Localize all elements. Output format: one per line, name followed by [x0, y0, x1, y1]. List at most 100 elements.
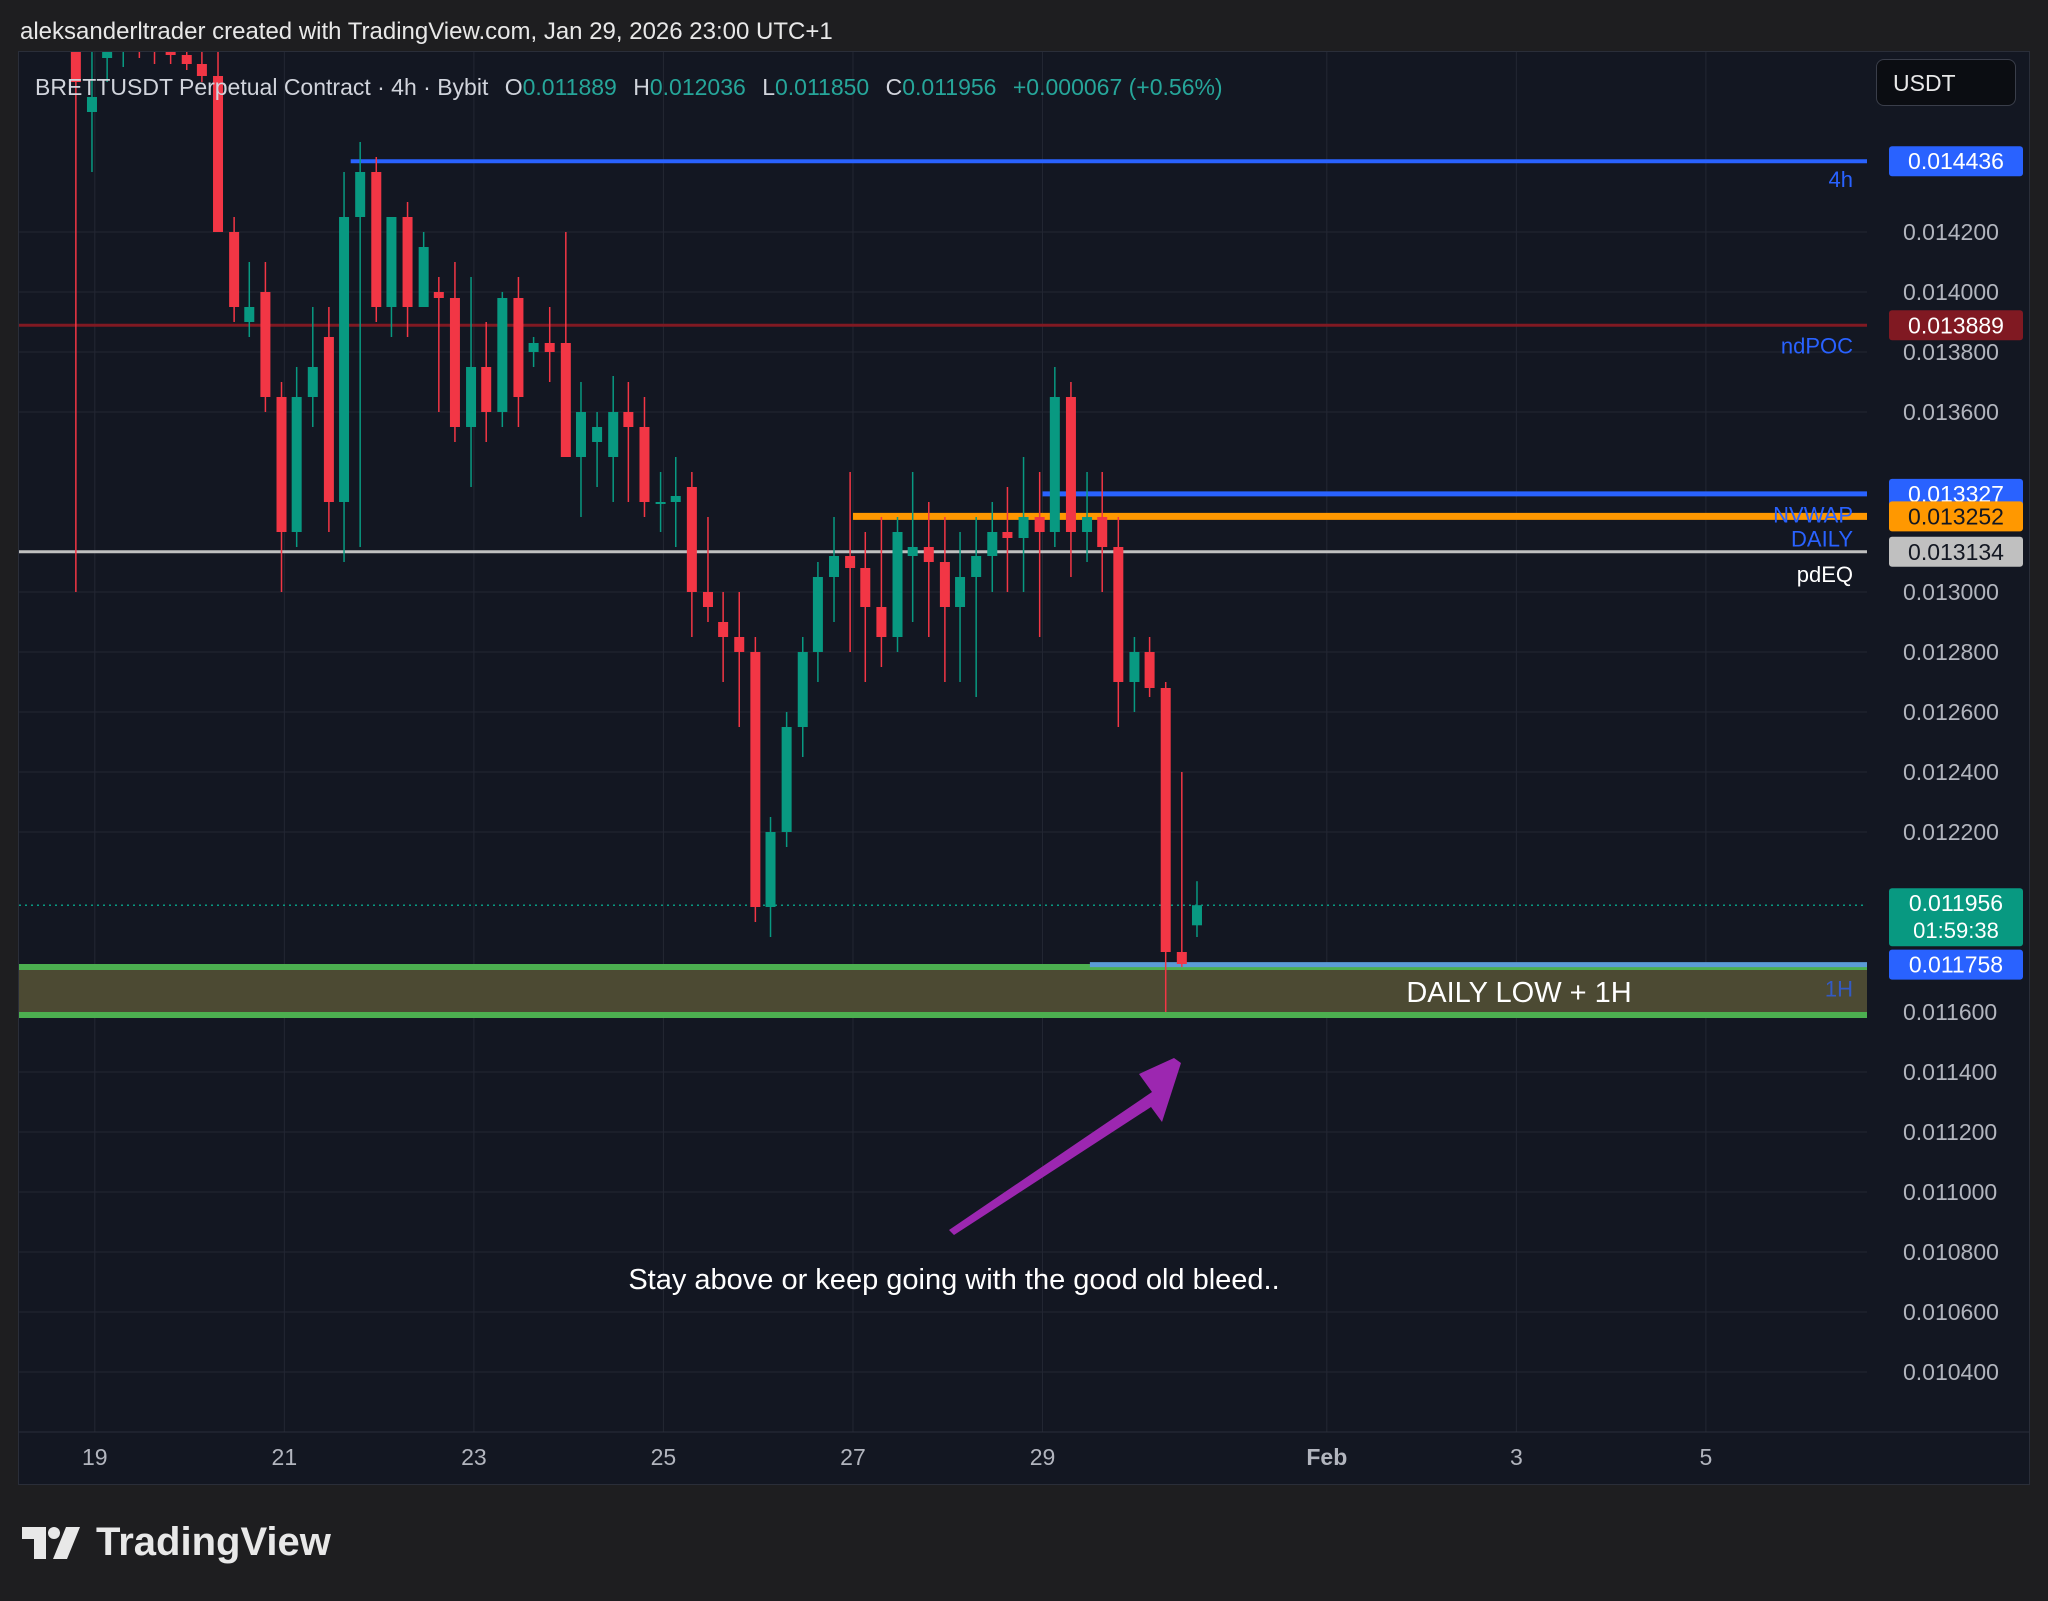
change-value: +0.000067 (+0.56%) — [1012, 74, 1223, 100]
candle-body — [987, 532, 998, 556]
candle-body — [1129, 652, 1140, 682]
candle — [1082, 472, 1093, 562]
candle — [102, 52, 113, 82]
candle — [418, 232, 429, 307]
candle — [165, 52, 176, 64]
candle — [260, 262, 271, 412]
candle-body — [971, 556, 982, 577]
price-label-bg — [1889, 501, 2023, 532]
level-tag-four_h: 4h — [1829, 167, 1853, 192]
price-label-text: 0.013889 — [1908, 312, 2004, 338]
candle-body — [70, 52, 81, 82]
candle-body — [939, 562, 950, 607]
candle — [812, 562, 823, 682]
candle-body — [845, 556, 856, 568]
candle — [860, 532, 871, 682]
candle-body — [592, 427, 603, 442]
candle — [181, 52, 192, 70]
candle — [987, 502, 998, 592]
candle-body — [718, 622, 729, 637]
candle — [892, 517, 903, 652]
time-tick-label: 21 — [272, 1444, 298, 1470]
price-tick-label: 0.010600 — [1903, 1299, 1999, 1325]
price-label-bg — [1889, 310, 2023, 341]
candle-body — [702, 592, 713, 607]
price-labels: 0.0144360.0138890.0133270.0132520.013134… — [1889, 146, 2023, 980]
candles — [70, 52, 1202, 1012]
chart-pane[interactable]: DAILY LOW + 1H 4h ndPOC NVWAP DAILY pdEQ 1H S… — [18, 51, 2030, 1485]
candle — [1129, 637, 1140, 712]
candle-body — [181, 55, 192, 64]
time-tick-label: 25 — [651, 1444, 677, 1470]
candle-body — [623, 412, 634, 427]
candle-body — [86, 97, 97, 112]
candle-body — [449, 298, 460, 427]
high-value: 0.012036 — [649, 74, 746, 100]
candle-body — [575, 412, 586, 457]
candle-body — [907, 547, 918, 556]
currency-selector[interactable]: USDT — [1876, 59, 2016, 106]
high-label: H — [633, 74, 650, 100]
candle — [907, 472, 918, 622]
price-label-text: 0.013252 — [1908, 503, 2004, 529]
candle — [655, 472, 666, 532]
candle-body — [781, 727, 792, 832]
price-tick-label: 0.010400 — [1903, 1359, 1999, 1385]
candle — [592, 412, 603, 487]
candle-body — [1113, 547, 1124, 682]
candle — [449, 262, 460, 442]
candle — [371, 157, 382, 322]
brand-name: TradingView — [96, 1520, 331, 1564]
candle-body — [102, 52, 113, 58]
candle-body — [466, 367, 477, 427]
symbol-title[interactable]: BRETTUSDT Perpetual Contract · 4h · Bybi… — [35, 74, 489, 100]
candle-body — [686, 487, 697, 592]
candle-body — [402, 217, 413, 307]
candle — [670, 457, 681, 547]
price-tick-label: 0.012200 — [1903, 819, 1999, 845]
candle-body — [1191, 905, 1202, 926]
candle — [355, 142, 366, 547]
candle-body — [1176, 952, 1187, 964]
candle-body — [371, 172, 382, 307]
level-tag-ndpoc: ndPOC — [1781, 333, 1853, 358]
price-tick-label: 0.012800 — [1903, 639, 1999, 665]
candle — [750, 637, 761, 922]
time-tick-label: 29 — [1030, 1444, 1056, 1470]
price-label-text: 0.014436 — [1908, 148, 2004, 174]
candle-body — [355, 172, 366, 217]
price-tick-label: 0.014000 — [1903, 279, 1999, 305]
candle — [734, 592, 745, 727]
candle — [639, 397, 650, 517]
candle — [291, 367, 302, 547]
candle-body — [229, 232, 240, 307]
price-label-bg — [1889, 146, 2023, 177]
price-tick-label: 0.011600 — [1903, 999, 1997, 1025]
candle — [513, 277, 524, 427]
candle-body — [1002, 532, 1013, 538]
price-tick-label: 0.012600 — [1903, 699, 1999, 725]
low-label: L — [762, 74, 775, 100]
candle — [718, 592, 729, 682]
time-tick-label: 19 — [82, 1444, 108, 1470]
tradingview-logo[interactable]: TradingView — [22, 1520, 331, 1565]
candle — [86, 52, 97, 172]
candle — [70, 52, 81, 592]
candle — [575, 382, 586, 517]
candle — [323, 307, 334, 532]
candle-body — [244, 307, 255, 322]
candle — [623, 382, 634, 502]
ohlc-legend: BRETTUSDT Perpetual Contract · 4h · Bybi… — [35, 74, 1223, 101]
price-tick-label: 0.013000 — [1903, 579, 1999, 605]
candle-body — [639, 427, 650, 502]
level-tag-one_h: 1H — [1825, 977, 1853, 1002]
candle-body — [386, 217, 397, 307]
candle-body — [276, 397, 287, 532]
candle — [1065, 382, 1076, 577]
candle-body — [1160, 688, 1171, 952]
candle — [153, 52, 156, 64]
daily-low-zone: DAILY LOW + 1H — [19, 964, 1867, 1018]
candle — [386, 217, 397, 337]
